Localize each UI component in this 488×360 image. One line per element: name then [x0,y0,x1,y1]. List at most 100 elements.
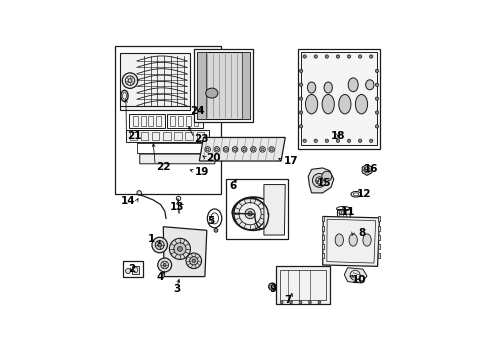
Ellipse shape [185,253,201,269]
Bar [193,49,253,122]
Ellipse shape [308,301,311,304]
Polygon shape [140,154,217,164]
Text: 11: 11 [340,207,354,217]
Ellipse shape [358,139,361,143]
Ellipse shape [303,139,305,143]
Ellipse shape [173,243,185,255]
Bar [170,116,175,126]
Bar [130,132,137,140]
Ellipse shape [177,246,182,251]
Text: 5: 5 [206,216,214,226]
Text: 20: 20 [205,153,220,163]
Ellipse shape [268,283,275,290]
Polygon shape [163,227,206,276]
Ellipse shape [313,55,317,58]
Ellipse shape [158,258,171,272]
Text: 15: 15 [316,178,330,188]
Bar [152,132,159,140]
Ellipse shape [280,301,283,304]
Polygon shape [307,168,333,193]
Ellipse shape [375,125,378,128]
Text: 22: 22 [156,162,170,172]
Ellipse shape [346,139,350,143]
Ellipse shape [299,301,301,304]
Ellipse shape [233,148,236,151]
Bar [141,132,148,140]
Text: 9: 9 [269,284,276,293]
Text: 14: 14 [121,196,135,206]
Ellipse shape [369,55,372,58]
Bar [122,261,142,276]
Ellipse shape [189,257,198,265]
Ellipse shape [265,203,279,216]
Ellipse shape [214,228,218,232]
Bar [185,116,190,126]
Bar [322,216,324,221]
Ellipse shape [137,191,141,195]
Ellipse shape [346,55,350,58]
Bar [322,244,324,249]
Ellipse shape [270,148,272,151]
Ellipse shape [128,79,132,82]
Ellipse shape [322,94,334,114]
Ellipse shape [244,209,255,219]
Bar [297,49,380,149]
Text: 6: 6 [228,181,236,191]
Text: 4: 4 [157,273,164,283]
Ellipse shape [348,234,357,246]
Ellipse shape [299,97,302,100]
Ellipse shape [325,139,328,143]
Polygon shape [276,266,329,304]
Text: 7: 7 [284,294,291,305]
Bar [174,132,181,140]
Polygon shape [167,114,203,128]
Bar [197,52,205,118]
Polygon shape [362,164,371,175]
Ellipse shape [233,198,265,230]
Polygon shape [128,114,164,128]
Text: 8: 8 [357,228,365,238]
Ellipse shape [305,94,317,114]
Ellipse shape [338,94,350,114]
Text: 18: 18 [330,131,345,141]
Polygon shape [264,185,285,235]
Ellipse shape [375,83,378,86]
Ellipse shape [243,148,245,151]
Polygon shape [344,268,366,283]
Bar [377,244,379,249]
Ellipse shape [313,139,317,143]
Ellipse shape [205,88,218,98]
Text: 13: 13 [169,202,184,212]
Bar [279,270,325,301]
Bar [225,179,287,239]
Text: 24: 24 [190,106,204,116]
Ellipse shape [299,69,302,73]
Bar [193,116,198,126]
Ellipse shape [375,111,378,114]
Bar [115,46,220,194]
Ellipse shape [239,203,261,225]
Ellipse shape [247,211,252,216]
Text: 21: 21 [127,131,142,141]
Bar [377,226,379,231]
Ellipse shape [125,269,130,274]
Text: 10: 10 [351,275,366,285]
Bar [322,235,324,240]
Bar [156,116,161,126]
Ellipse shape [336,139,339,143]
Ellipse shape [161,261,168,269]
Ellipse shape [289,301,292,304]
Polygon shape [322,216,379,266]
Polygon shape [199,138,285,161]
Ellipse shape [299,125,302,128]
Ellipse shape [299,83,302,86]
Text: 2: 2 [128,264,135,274]
Ellipse shape [369,139,372,143]
Bar [185,132,192,140]
Ellipse shape [312,174,325,187]
Ellipse shape [355,94,367,114]
Bar [196,132,203,140]
Ellipse shape [334,234,343,246]
Ellipse shape [261,148,264,151]
Ellipse shape [224,148,227,151]
